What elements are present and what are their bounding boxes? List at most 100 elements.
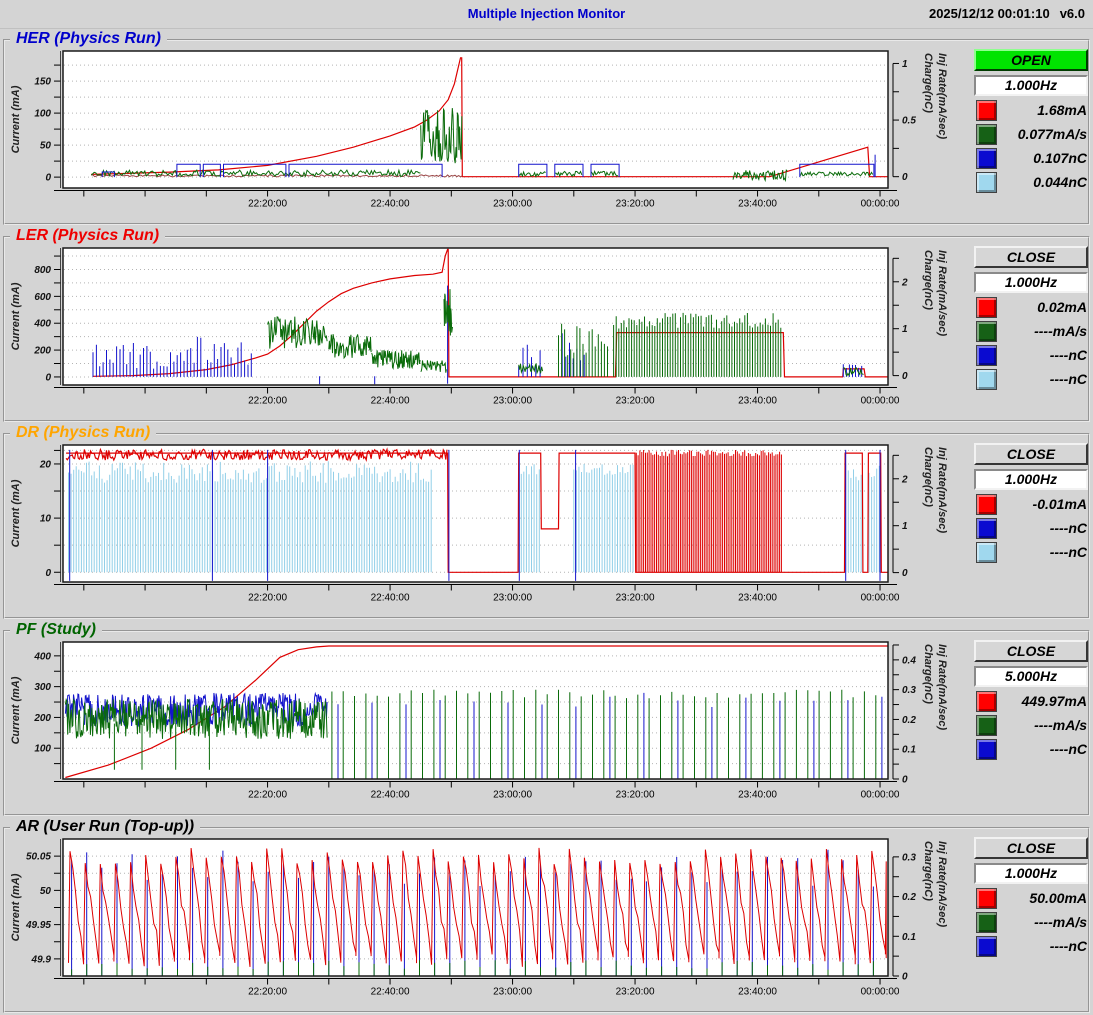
svg-text:100: 100 [34,744,51,755]
svg-text:0.1: 0.1 [902,745,916,756]
charge-value: ----nC [1049,520,1087,536]
svg-text:1: 1 [902,324,908,335]
ar-shutter-button[interactable]: CLOSE [974,837,1088,859]
panel-her: HER (Physics Run) 0 50 100 150 0 0.5 1 Charge(n… [0,29,1093,226]
ler-strip-chart: 0 200 400 600 800 0 1 2 Charge(nC) Inj Rate(mA/se… [10,247,948,407]
ar-charge-readout: ----nC [974,934,1088,958]
svg-text:Inj Rate(mA/sec): Inj Rate(mA/sec) [936,841,948,928]
panel-pf: PF (Study) 100 200 300 400 0 0.1 0.2 0.3 0.4 Char… [0,620,1093,817]
svg-text:23:40:00: 23:40:00 [738,987,777,998]
svg-text:23:00:00: 23:00:00 [493,593,532,604]
her-inj-rate-readout: 0.077mA/s [974,122,1088,146]
ar-readouts: 50.00mA ----mA/s ----nC [974,886,1088,958]
her-readouts: 1.68mA 0.077mA/s 0.107nC 0.044nC [974,98,1088,194]
svg-text:22:40:00: 22:40:00 [371,396,410,407]
her-charge-readout: 0.107nC [974,146,1088,170]
svg-text:Charge(nC): Charge(nC) [922,447,934,507]
inj-rate-swatch [976,123,997,145]
dr-rate-display[interactable]: 1.000Hz [974,469,1088,490]
svg-text:22:40:00: 22:40:00 [371,593,410,604]
ler-shutter-button[interactable]: CLOSE [974,246,1088,268]
pf-readouts: 449.97mA ----mA/s ----nC [974,689,1088,761]
svg-text:Current (mA): Current (mA) [10,85,22,153]
svg-text:00:00:00: 00:00:00 [861,790,900,801]
app-header: Multiple Injection Monitor 2025/12/12 00… [0,0,1093,29]
svg-text:23:00:00: 23:00:00 [493,987,532,998]
svg-text:Current (mA): Current (mA) [10,873,22,941]
ler-charge-readout: ----nC [974,343,1088,367]
current-swatch [976,296,997,318]
pf-rate-display[interactable]: 5.000Hz [974,666,1088,687]
svg-text:23:40:00: 23:40:00 [738,396,777,407]
svg-text:2: 2 [901,277,908,288]
ar-rate-display[interactable]: 1.000Hz [974,863,1088,884]
panel-ar: AR (User Run (Top-up)) 49.9 49.95 50 50.05 0… [0,817,1093,1014]
pf-shutter-button[interactable]: CLOSE [974,640,1088,662]
charge-avg-value: ----nC [1049,544,1087,560]
dr-charge-readout: ----nC [974,516,1088,540]
svg-text:20: 20 [39,459,52,470]
ler-panel-title: LER (Physics Run) [10,227,166,245]
svg-text:49.95: 49.95 [25,920,51,931]
charge-swatch [976,738,997,760]
ler-current-readout: 0.02mA [974,295,1088,319]
svg-text:23:40:00: 23:40:00 [738,593,777,604]
svg-text:22:20:00: 22:20:00 [248,790,287,801]
svg-text:00:00:00: 00:00:00 [861,199,900,210]
inj-rate-value: ----mA/s [1034,717,1087,733]
svg-text:0.4: 0.4 [902,655,916,666]
svg-text:50: 50 [40,141,52,152]
charge-swatch [976,344,997,366]
pf-inj-rate-readout: ----mA/s [974,713,1088,737]
timestamp-datetime: 2025/12/12 00:01:10 [928,6,1050,21]
current-value: 50.00mA [1029,890,1087,906]
svg-text:0.5: 0.5 [902,116,916,127]
ar-legend: CLOSE 1.000Hz 50.00mA ----mA/s ----nC [974,837,1088,958]
inj-rate-value: ----mA/s [1034,914,1087,930]
svg-text:Inj Rate(mA/sec): Inj Rate(mA/sec) [936,250,948,337]
ler-rate-display[interactable]: 1.000Hz [974,272,1088,293]
svg-text:23:20:00: 23:20:00 [616,593,655,604]
charge-value: ----nC [1049,347,1087,363]
ar-inj-rate-readout: ----mA/s [974,910,1088,934]
svg-text:22:20:00: 22:20:00 [248,987,287,998]
svg-text:23:40:00: 23:40:00 [738,199,777,210]
ler-readouts: 0.02mA ----mA/s ----nC ----nC [974,295,1088,391]
svg-text:00:00:00: 00:00:00 [861,396,900,407]
svg-text:0.2: 0.2 [902,715,916,726]
charge-swatch [976,517,997,539]
svg-text:22:20:00: 22:20:00 [248,199,287,210]
svg-text:Current (mA): Current (mA) [10,282,22,350]
svg-text:400: 400 [33,651,51,662]
svg-text:22:40:00: 22:40:00 [371,199,410,210]
svg-text:0: 0 [902,172,908,183]
charge-swatch [976,147,997,169]
her-current-readout: 1.68mA [974,98,1088,122]
current-value: 449.97mA [1021,693,1087,709]
dr-shutter-button[interactable]: CLOSE [974,443,1088,465]
charge-value: 0.107nC [1033,150,1087,166]
svg-text:Current (mA): Current (mA) [10,479,22,547]
ar-current-readout: 50.00mA [974,886,1088,910]
pf-legend: CLOSE 5.000Hz 449.97mA ----mA/s ----nC [974,640,1088,761]
current-swatch [976,493,997,515]
svg-text:22:40:00: 22:40:00 [371,987,410,998]
ar-panel-title: AR (User Run (Top-up)) [10,818,201,836]
her-shutter-button[interactable]: OPEN [974,49,1088,71]
svg-text:800: 800 [34,265,51,276]
svg-text:23:00:00: 23:00:00 [493,396,532,407]
svg-text:Current (mA): Current (mA) [10,676,22,744]
pf-charge-readout: ----nC [974,737,1088,761]
her-rate-display[interactable]: 1.000Hz [974,75,1088,96]
ler-inj-rate-readout: ----mA/s [974,319,1088,343]
svg-text:23:20:00: 23:20:00 [616,790,655,801]
svg-text:49.9: 49.9 [31,954,52,965]
svg-text:22:20:00: 22:20:00 [248,593,287,604]
svg-text:Charge(nC): Charge(nC) [922,53,934,113]
svg-text:Inj Rate(mA/sec): Inj Rate(mA/sec) [936,644,948,731]
her-charge-avg-readout: 0.044nC [974,170,1088,194]
current-value: 1.68mA [1037,102,1087,118]
charge-avg-value: ----nC [1049,371,1087,387]
svg-text:Inj Rate(mA/sec): Inj Rate(mA/sec) [936,447,948,534]
